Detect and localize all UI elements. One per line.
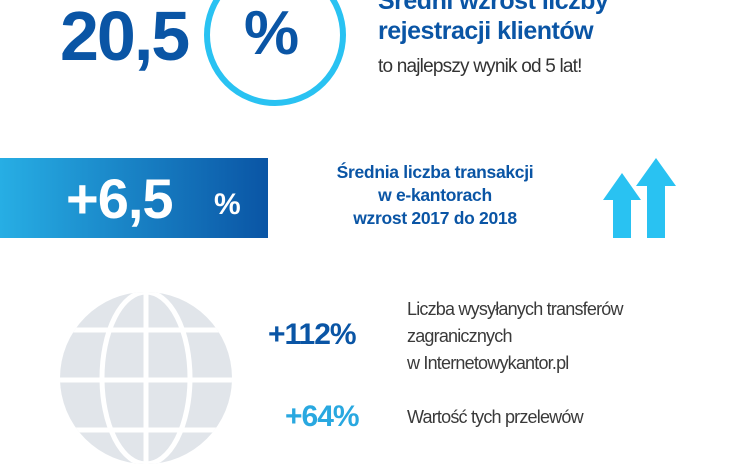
registration-growth-value: 20,5 <box>60 0 190 75</box>
transfers-value-description: Wartość tych przelewów <box>407 407 584 427</box>
registration-title-line2: rejestracji klientów <box>378 17 594 45</box>
progress-ring-icon <box>204 0 346 106</box>
transfers-value-growth: +64% <box>285 400 360 433</box>
transactions-value: +6,5 <box>66 167 174 230</box>
transfers-line2: zagranicznych <box>407 326 512 346</box>
transactions-percent: % <box>214 188 241 221</box>
transactions-description: Średnia liczba transakcji w e-kantorach … <box>300 161 570 230</box>
transfers-line3: w Internetowykantor.pl <box>407 353 569 373</box>
transfers-count-value: +112% <box>268 318 357 351</box>
transactions-line1: Średnia liczba transakcji <box>336 162 534 182</box>
registration-percent-sign: % <box>244 0 300 68</box>
double-up-arrow-icon <box>603 158 676 238</box>
transfers-line1: Liczba wysyłanych transferów <box>407 299 624 319</box>
globe-icon <box>60 292 232 464</box>
registration-title-line1: Średni wzrost liczby <box>378 0 609 15</box>
transactions-line3: wzrost 2017 do 2018 <box>353 208 517 228</box>
transfers-count-description: Liczba wysyłanych transferów zagraniczny… <box>407 296 624 377</box>
transactions-band: +6,5 % <box>0 158 268 238</box>
transactions-line2: w e-kantorach <box>378 185 492 205</box>
registration-subtitle: to najlepszy wynik od 5 lat! <box>378 56 582 77</box>
